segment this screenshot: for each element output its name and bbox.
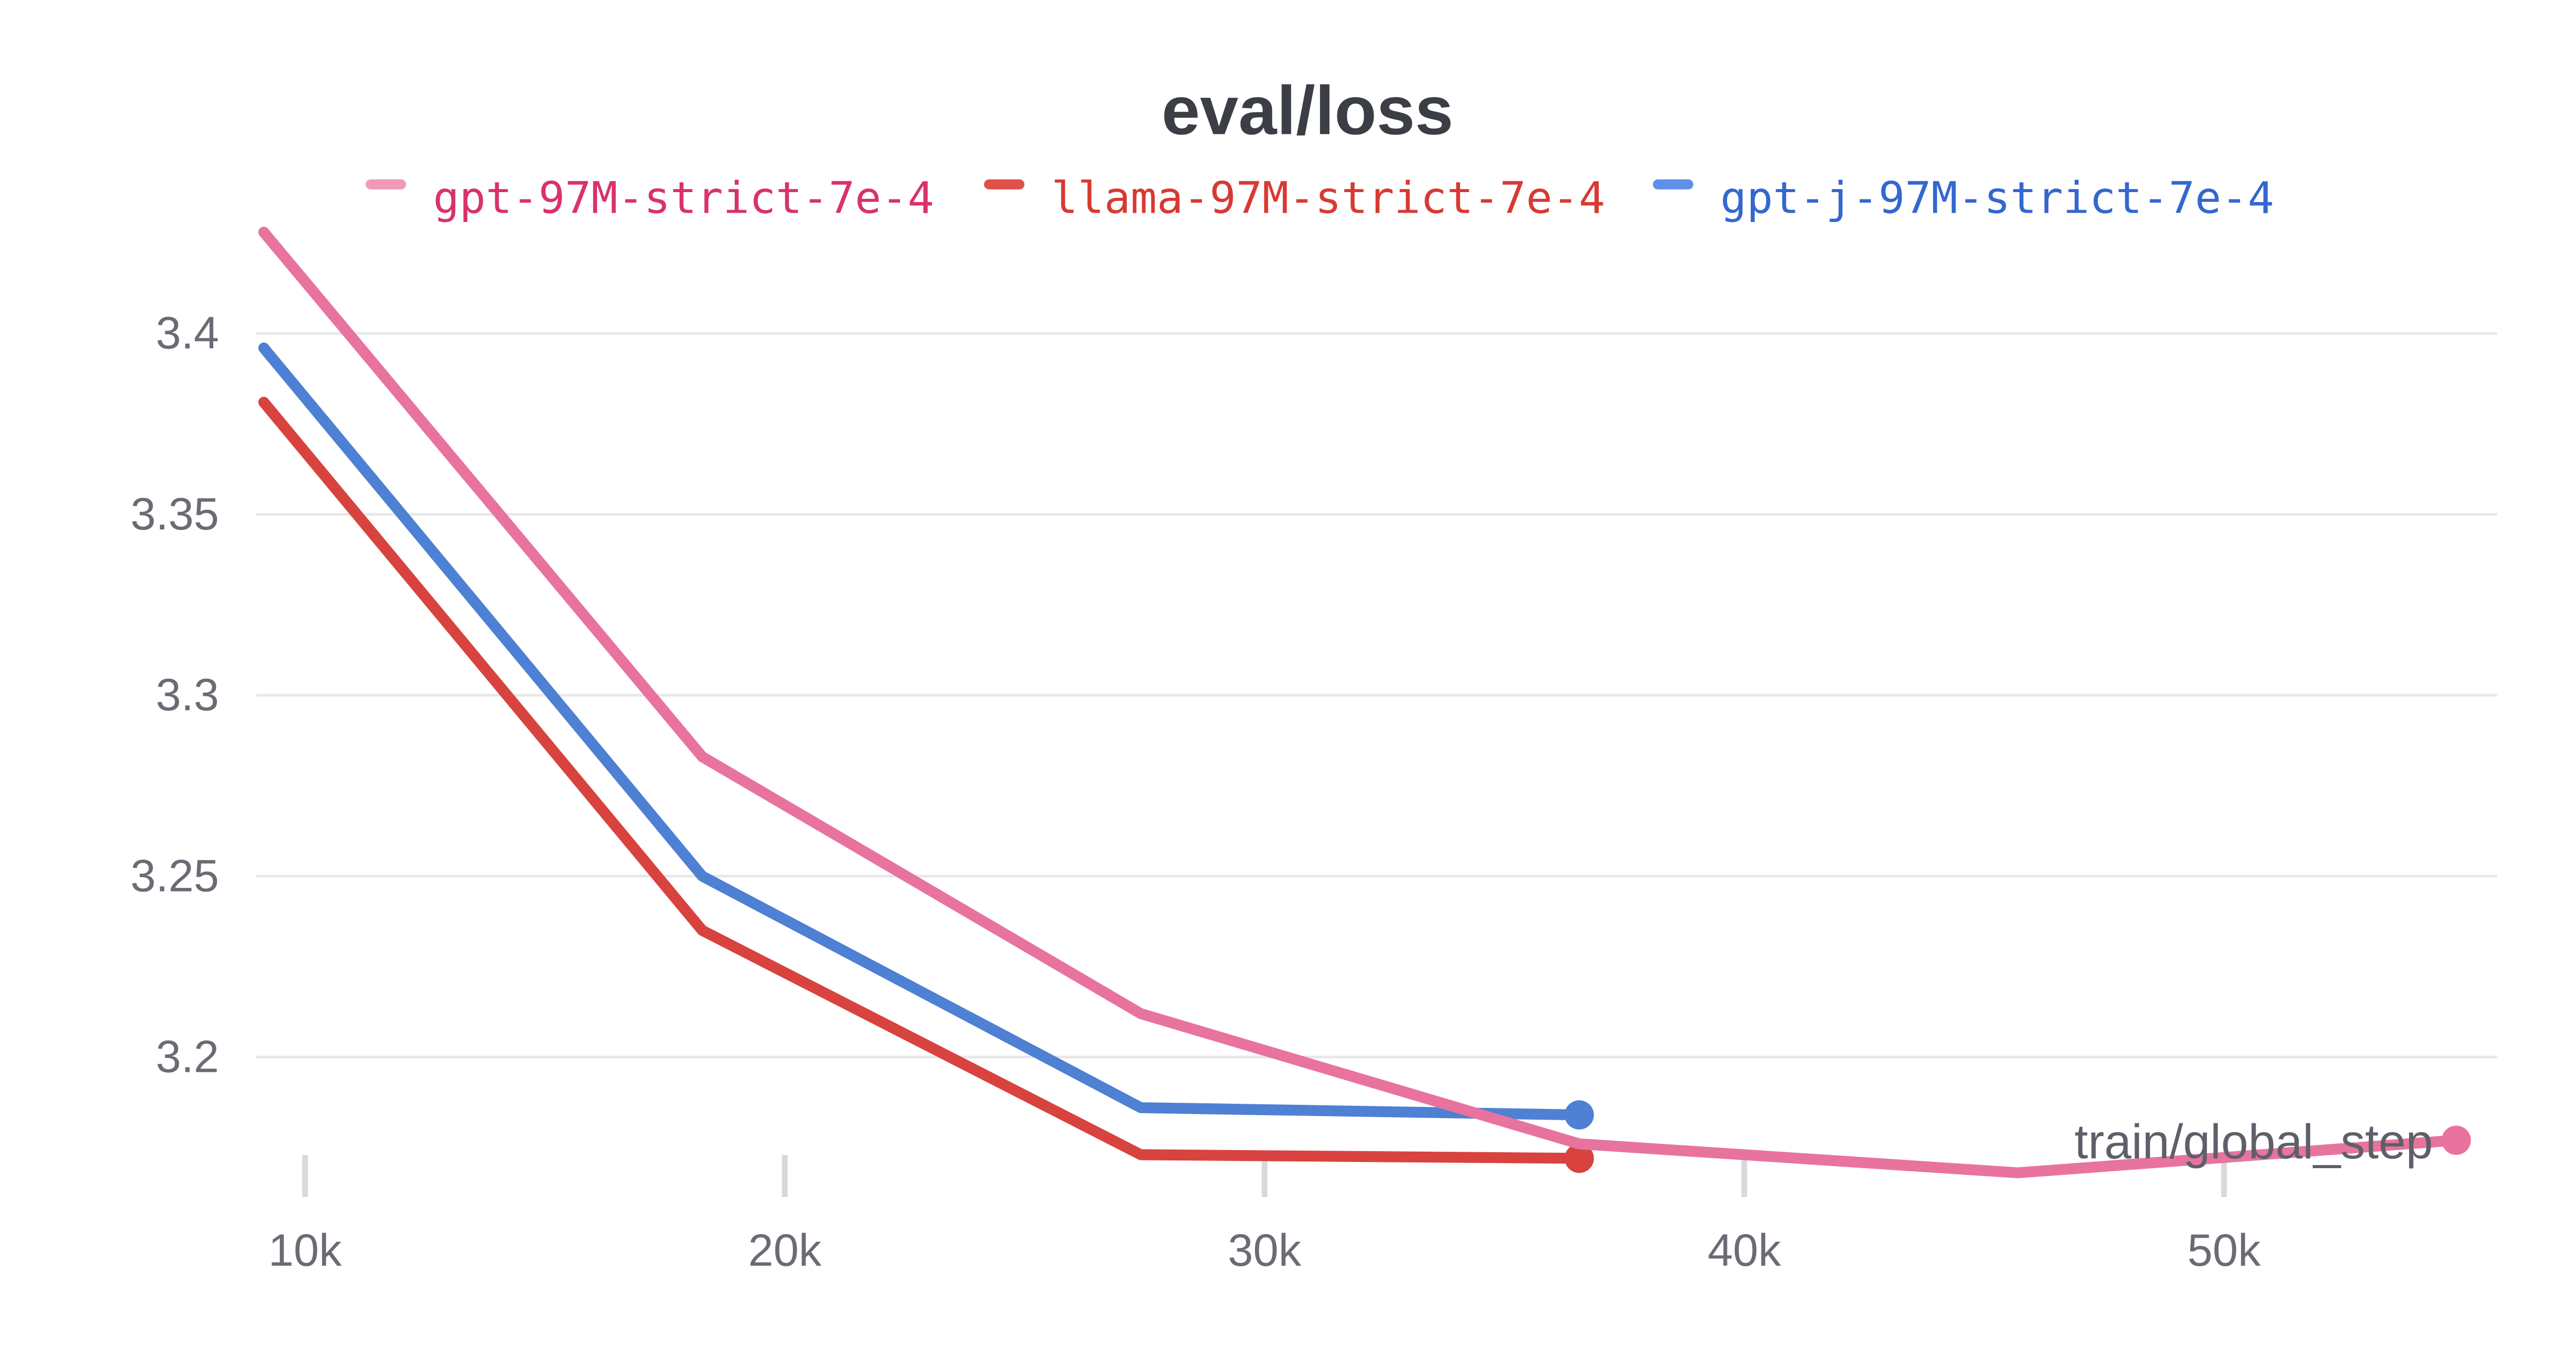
- y-tick-label: 3.2: [156, 1031, 219, 1082]
- legend-item-llama-97M-strict-7e-4[interactable]: llama-97M-strict-7e-4: [984, 173, 1605, 224]
- legend-label-llama-97M-strict-7e-4: llama-97M-strict-7e-4: [1052, 173, 1605, 224]
- series-end-dot-gpt-97M-strict-7e-4[interactable]: [2442, 1125, 2471, 1155]
- legend-swatch-llama-97M-strict-7e-4: [984, 179, 1025, 190]
- y-tick-label: 3.25: [130, 850, 219, 901]
- legend-label-gpt-97M-strict-7e-4: gpt-97M-strict-7e-4: [433, 173, 934, 224]
- series-line-llama-97M-strict-7e-4[interactable]: [258, 397, 1585, 1164]
- x-tick-label: 20k: [748, 1225, 822, 1276]
- grid-layer: 3.4 3.35 3.3 3.25 3.2 10k 20k 30k 40k 50k: [130, 307, 2497, 1275]
- y-tick-label: 3.3: [156, 669, 219, 720]
- legend: gpt-97M-strict-7e-4 llama-97M-strict-7e-4…: [365, 173, 2274, 224]
- legend-swatch-gpt-97M-strict-7e-4: [365, 179, 406, 190]
- legend-label-gpt-j-97M-strict-7e-4: gpt-j-97M-strict-7e-4: [1720, 173, 2274, 224]
- series-line-gpt-j-97M-strict-7e-4[interactable]: [258, 342, 1585, 1121]
- chart-title: eval/loss: [1162, 73, 1453, 149]
- series-layer: [258, 227, 2471, 1178]
- x-tick-label: 50k: [2188, 1225, 2261, 1276]
- y-tick-label: 3.35: [130, 488, 219, 539]
- series-line-gpt-97M-strict-7e-4[interactable]: [258, 227, 2462, 1178]
- legend-swatch-gpt-j-97M-strict-7e-4: [1653, 179, 1693, 190]
- x-tick-label: 40k: [1707, 1225, 1781, 1276]
- plot-area[interactable]: [256, 216, 2497, 1192]
- series-end-dot-llama-97M-strict-7e-4[interactable]: [1564, 1143, 1594, 1173]
- x-tick-label: 30k: [1228, 1225, 1301, 1276]
- legend-item-gpt-97M-strict-7e-4[interactable]: gpt-97M-strict-7e-4: [365, 173, 934, 224]
- x-axis-title: train/global_step: [2074, 1115, 2433, 1169]
- legend-item-gpt-j-97M-strict-7e-4[interactable]: gpt-j-97M-strict-7e-4: [1653, 173, 2274, 224]
- x-tick-label: 10k: [268, 1225, 342, 1276]
- series-end-dot-gpt-j-97M-strict-7e-4[interactable]: [1564, 1100, 1594, 1130]
- y-tick-label: 3.4: [156, 307, 219, 358]
